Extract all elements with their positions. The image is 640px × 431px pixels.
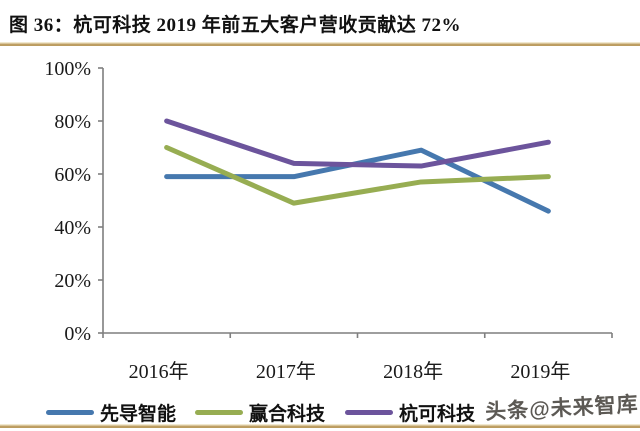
title-underline-rule [0,42,640,46]
legend-swatch-icon [345,409,393,415]
x-tick-label: 2019年 [510,360,570,383]
legend-item-杭可科技: 杭可科技 [345,400,476,425]
chart-legend: 先导智能 赢合科技 杭可科技 [0,400,640,425]
chart-title: 图 36：杭可科技 2019 年前五大客户营收贡献达 72% [9,15,462,36]
line-chart: 0% 20% 40% 60% 80% 100% 2016年 2017年 2018年 2019年 [0,52,640,397]
x-tick-label: 2018年 [383,360,443,383]
y-tick-label: 40% [54,217,91,239]
y-tick-label: 20% [54,270,91,292]
series-line-2-杭可科技 [164,118,551,169]
y-tick-label: 60% [54,164,91,186]
legend-label: 赢合科技 [249,403,326,425]
legend-item-赢合科技: 赢合科技 [195,400,326,425]
legend-label: 杭可科技 [399,403,476,425]
legend-item-先导智能: 先导智能 [46,400,177,425]
legend-swatch-icon [46,409,94,415]
x-tick-label: 2017年 [256,360,316,383]
legend-label: 先导智能 [100,403,177,425]
series-line-1-赢合科技 [164,145,551,206]
y-tick-label: 0% [64,323,91,345]
y-tick-label: 100% [44,58,91,80]
chart-canvas: 0% 20% 40% 60% 80% 100% 2016年 2017年 2018年 2019年 [44,58,613,383]
x-tick-label: 2016年 [129,360,189,383]
legend-swatch-icon [195,409,243,415]
footer-rule [0,424,640,428]
y-tick-label: 80% [54,111,91,133]
